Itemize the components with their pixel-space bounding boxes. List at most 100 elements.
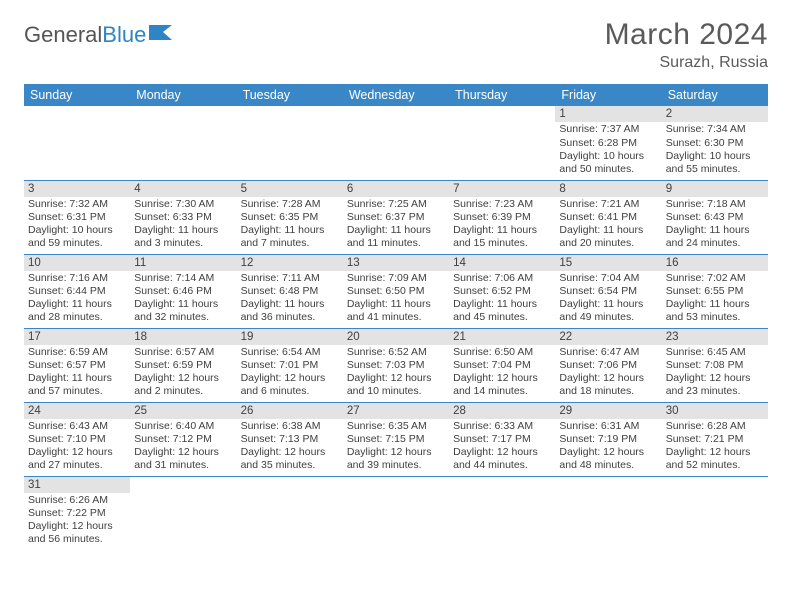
day-number: 8 bbox=[555, 181, 661, 197]
day-details: Sunrise: 6:45 AMSunset: 7:08 PMDaylight:… bbox=[662, 345, 768, 401]
day-details: Sunrise: 6:38 AMSunset: 7:13 PMDaylight:… bbox=[237, 419, 343, 475]
day-details: Sunrise: 7:04 AMSunset: 6:54 PMDaylight:… bbox=[555, 271, 661, 327]
sunset-line: Sunset: 6:43 PM bbox=[666, 211, 764, 224]
day-details: Sunrise: 7:28 AMSunset: 6:35 PMDaylight:… bbox=[237, 197, 343, 253]
daylight-line: Daylight: 10 hours and 50 minutes. bbox=[559, 150, 657, 176]
sunset-line: Sunset: 6:55 PM bbox=[666, 285, 764, 298]
daylight-line: Daylight: 12 hours and 23 minutes. bbox=[666, 372, 764, 398]
sunset-line: Sunset: 7:03 PM bbox=[347, 359, 445, 372]
day-details: Sunrise: 6:57 AMSunset: 6:59 PMDaylight:… bbox=[130, 345, 236, 401]
daylight-line: Daylight: 12 hours and 27 minutes. bbox=[28, 446, 126, 472]
day-number: 26 bbox=[237, 403, 343, 419]
sunset-line: Sunset: 6:35 PM bbox=[241, 211, 339, 224]
sunset-line: Sunset: 7:17 PM bbox=[453, 433, 551, 446]
sunrise-line: Sunrise: 7:37 AM bbox=[559, 123, 657, 136]
weekday-header: Friday bbox=[555, 84, 661, 106]
calendar-cell: 1Sunrise: 7:37 AMSunset: 6:28 PMDaylight… bbox=[555, 106, 661, 180]
weekday-header: Sunday bbox=[24, 84, 130, 106]
sunset-line: Sunset: 6:39 PM bbox=[453, 211, 551, 224]
sunrise-line: Sunrise: 6:43 AM bbox=[28, 420, 126, 433]
weekday-header: Saturday bbox=[662, 84, 768, 106]
sunrise-line: Sunrise: 6:54 AM bbox=[241, 346, 339, 359]
calendar-cell bbox=[449, 106, 555, 180]
sunrise-line: Sunrise: 6:59 AM bbox=[28, 346, 126, 359]
sunset-line: Sunset: 6:59 PM bbox=[134, 359, 232, 372]
sunrise-line: Sunrise: 6:28 AM bbox=[666, 420, 764, 433]
day-number: 23 bbox=[662, 329, 768, 345]
day-number: 12 bbox=[237, 255, 343, 271]
calendar-row: 24Sunrise: 6:43 AMSunset: 7:10 PMDayligh… bbox=[24, 402, 768, 476]
sunrise-line: Sunrise: 7:16 AM bbox=[28, 272, 126, 285]
daylight-line: Daylight: 11 hours and 11 minutes. bbox=[347, 224, 445, 250]
calendar-row: 1Sunrise: 7:37 AMSunset: 6:28 PMDaylight… bbox=[24, 106, 768, 180]
calendar-cell: 6Sunrise: 7:25 AMSunset: 6:37 PMDaylight… bbox=[343, 180, 449, 254]
day-number: 5 bbox=[237, 181, 343, 197]
sunrise-line: Sunrise: 7:11 AM bbox=[241, 272, 339, 285]
sunrise-line: Sunrise: 6:45 AM bbox=[666, 346, 764, 359]
sunrise-line: Sunrise: 7:21 AM bbox=[559, 198, 657, 211]
logo-text-1: General bbox=[24, 22, 102, 48]
day-number: 7 bbox=[449, 181, 555, 197]
calendar-cell bbox=[662, 476, 768, 550]
day-details: Sunrise: 6:52 AMSunset: 7:03 PMDaylight:… bbox=[343, 345, 449, 401]
day-number: 15 bbox=[555, 255, 661, 271]
daylight-line: Daylight: 10 hours and 59 minutes. bbox=[28, 224, 126, 250]
daylight-line: Daylight: 12 hours and 18 minutes. bbox=[559, 372, 657, 398]
day-number: 1 bbox=[555, 106, 661, 122]
day-number: 9 bbox=[662, 181, 768, 197]
sunrise-line: Sunrise: 6:52 AM bbox=[347, 346, 445, 359]
calendar-cell: 30Sunrise: 6:28 AMSunset: 7:21 PMDayligh… bbox=[662, 402, 768, 476]
day-details: Sunrise: 6:40 AMSunset: 7:12 PMDaylight:… bbox=[130, 419, 236, 475]
daylight-line: Daylight: 11 hours and 36 minutes. bbox=[241, 298, 339, 324]
daylight-line: Daylight: 11 hours and 20 minutes. bbox=[559, 224, 657, 250]
sunrise-line: Sunrise: 6:40 AM bbox=[134, 420, 232, 433]
sunset-line: Sunset: 6:41 PM bbox=[559, 211, 657, 224]
location: Surazh, Russia bbox=[605, 54, 768, 72]
calendar-cell: 17Sunrise: 6:59 AMSunset: 6:57 PMDayligh… bbox=[24, 328, 130, 402]
calendar-cell: 26Sunrise: 6:38 AMSunset: 7:13 PMDayligh… bbox=[237, 402, 343, 476]
day-number: 11 bbox=[130, 255, 236, 271]
sunrise-line: Sunrise: 6:38 AM bbox=[241, 420, 339, 433]
day-details: Sunrise: 6:26 AMSunset: 7:22 PMDaylight:… bbox=[24, 493, 130, 549]
calendar-cell: 15Sunrise: 7:04 AMSunset: 6:54 PMDayligh… bbox=[555, 254, 661, 328]
day-number: 18 bbox=[130, 329, 236, 345]
daylight-line: Daylight: 12 hours and 39 minutes. bbox=[347, 446, 445, 472]
sunset-line: Sunset: 6:44 PM bbox=[28, 285, 126, 298]
header: GeneralBlue March 2024 Surazh, Russia bbox=[24, 18, 768, 72]
sunset-line: Sunset: 6:57 PM bbox=[28, 359, 126, 372]
calendar-cell bbox=[343, 106, 449, 180]
daylight-line: Daylight: 11 hours and 24 minutes. bbox=[666, 224, 764, 250]
weekday-header-row: Sunday Monday Tuesday Wednesday Thursday… bbox=[24, 84, 768, 106]
calendar-row: 17Sunrise: 6:59 AMSunset: 6:57 PMDayligh… bbox=[24, 328, 768, 402]
daylight-line: Daylight: 12 hours and 56 minutes. bbox=[28, 520, 126, 546]
sunset-line: Sunset: 7:12 PM bbox=[134, 433, 232, 446]
day-details: Sunrise: 6:47 AMSunset: 7:06 PMDaylight:… bbox=[555, 345, 661, 401]
sunset-line: Sunset: 7:04 PM bbox=[453, 359, 551, 372]
day-details: Sunrise: 7:06 AMSunset: 6:52 PMDaylight:… bbox=[449, 271, 555, 327]
calendar-cell: 3Sunrise: 7:32 AMSunset: 6:31 PMDaylight… bbox=[24, 180, 130, 254]
weekday-header: Tuesday bbox=[237, 84, 343, 106]
sunset-line: Sunset: 6:31 PM bbox=[28, 211, 126, 224]
calendar-cell: 14Sunrise: 7:06 AMSunset: 6:52 PMDayligh… bbox=[449, 254, 555, 328]
day-details: Sunrise: 7:14 AMSunset: 6:46 PMDaylight:… bbox=[130, 271, 236, 327]
day-details: Sunrise: 6:50 AMSunset: 7:04 PMDaylight:… bbox=[449, 345, 555, 401]
sunrise-line: Sunrise: 6:47 AM bbox=[559, 346, 657, 359]
weekday-header: Monday bbox=[130, 84, 236, 106]
sunset-line: Sunset: 7:19 PM bbox=[559, 433, 657, 446]
daylight-line: Daylight: 11 hours and 3 minutes. bbox=[134, 224, 232, 250]
daylight-line: Daylight: 11 hours and 28 minutes. bbox=[28, 298, 126, 324]
sunrise-line: Sunrise: 6:33 AM bbox=[453, 420, 551, 433]
calendar-cell: 2Sunrise: 7:34 AMSunset: 6:30 PMDaylight… bbox=[662, 106, 768, 180]
sunset-line: Sunset: 7:13 PM bbox=[241, 433, 339, 446]
calendar-cell bbox=[130, 106, 236, 180]
calendar-cell: 11Sunrise: 7:14 AMSunset: 6:46 PMDayligh… bbox=[130, 254, 236, 328]
sunrise-line: Sunrise: 7:18 AM bbox=[666, 198, 764, 211]
day-number: 24 bbox=[24, 403, 130, 419]
daylight-line: Daylight: 11 hours and 15 minutes. bbox=[453, 224, 551, 250]
calendar-table: Sunday Monday Tuesday Wednesday Thursday… bbox=[24, 84, 768, 550]
day-number: 27 bbox=[343, 403, 449, 419]
calendar-cell: 16Sunrise: 7:02 AMSunset: 6:55 PMDayligh… bbox=[662, 254, 768, 328]
daylight-line: Daylight: 11 hours and 53 minutes. bbox=[666, 298, 764, 324]
daylight-line: Daylight: 10 hours and 55 minutes. bbox=[666, 150, 764, 176]
sunrise-line: Sunrise: 7:23 AM bbox=[453, 198, 551, 211]
